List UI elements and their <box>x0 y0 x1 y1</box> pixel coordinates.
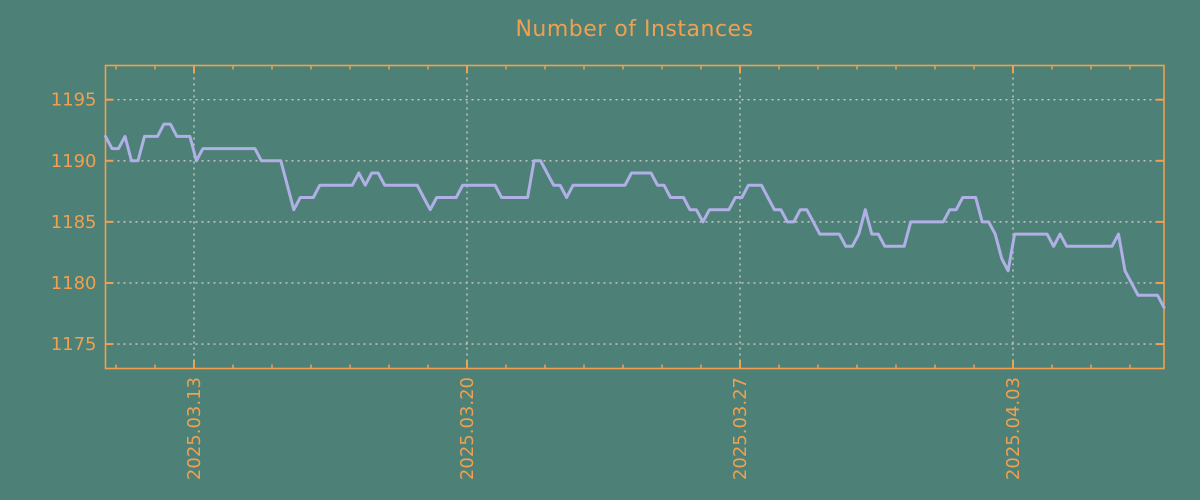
plot-border <box>104 64 1165 370</box>
x-tick-label: 2025.03.13 <box>184 377 205 480</box>
y-tick-label: 1190 <box>51 151 97 172</box>
y-tick-label: 1180 <box>51 273 97 294</box>
x-tick-label: 2025.04.03 <box>1003 377 1024 480</box>
x-tick-label: 2025.03.27 <box>730 377 751 480</box>
x-tick-label: 2025.03.20 <box>457 377 478 480</box>
y-tick-label: 1195 <box>51 90 97 111</box>
chart-title: Number of Instances <box>515 17 754 42</box>
y-tick-label: 1175 <box>51 334 97 355</box>
series-line-instances <box>104 122 1166 309</box>
y-tick-label: 1185 <box>51 212 97 233</box>
